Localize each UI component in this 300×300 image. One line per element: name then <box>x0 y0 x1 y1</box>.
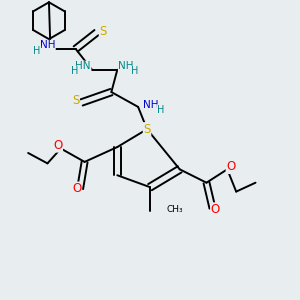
Text: H: H <box>33 46 41 56</box>
Text: O: O <box>53 139 62 152</box>
Text: NH: NH <box>118 61 134 71</box>
Text: HN: HN <box>75 61 91 71</box>
Text: H: H <box>131 66 139 76</box>
Text: O: O <box>226 160 236 173</box>
Text: S: S <box>143 123 151 136</box>
Text: S: S <box>72 94 80 107</box>
Text: S: S <box>99 25 107 38</box>
Text: O: O <box>211 203 220 216</box>
Text: NH: NH <box>40 40 55 50</box>
Text: O: O <box>72 182 81 195</box>
Text: NH: NH <box>143 100 158 110</box>
Text: H: H <box>70 66 78 76</box>
Text: CH₃: CH₃ <box>166 205 183 214</box>
Text: H: H <box>157 105 164 115</box>
